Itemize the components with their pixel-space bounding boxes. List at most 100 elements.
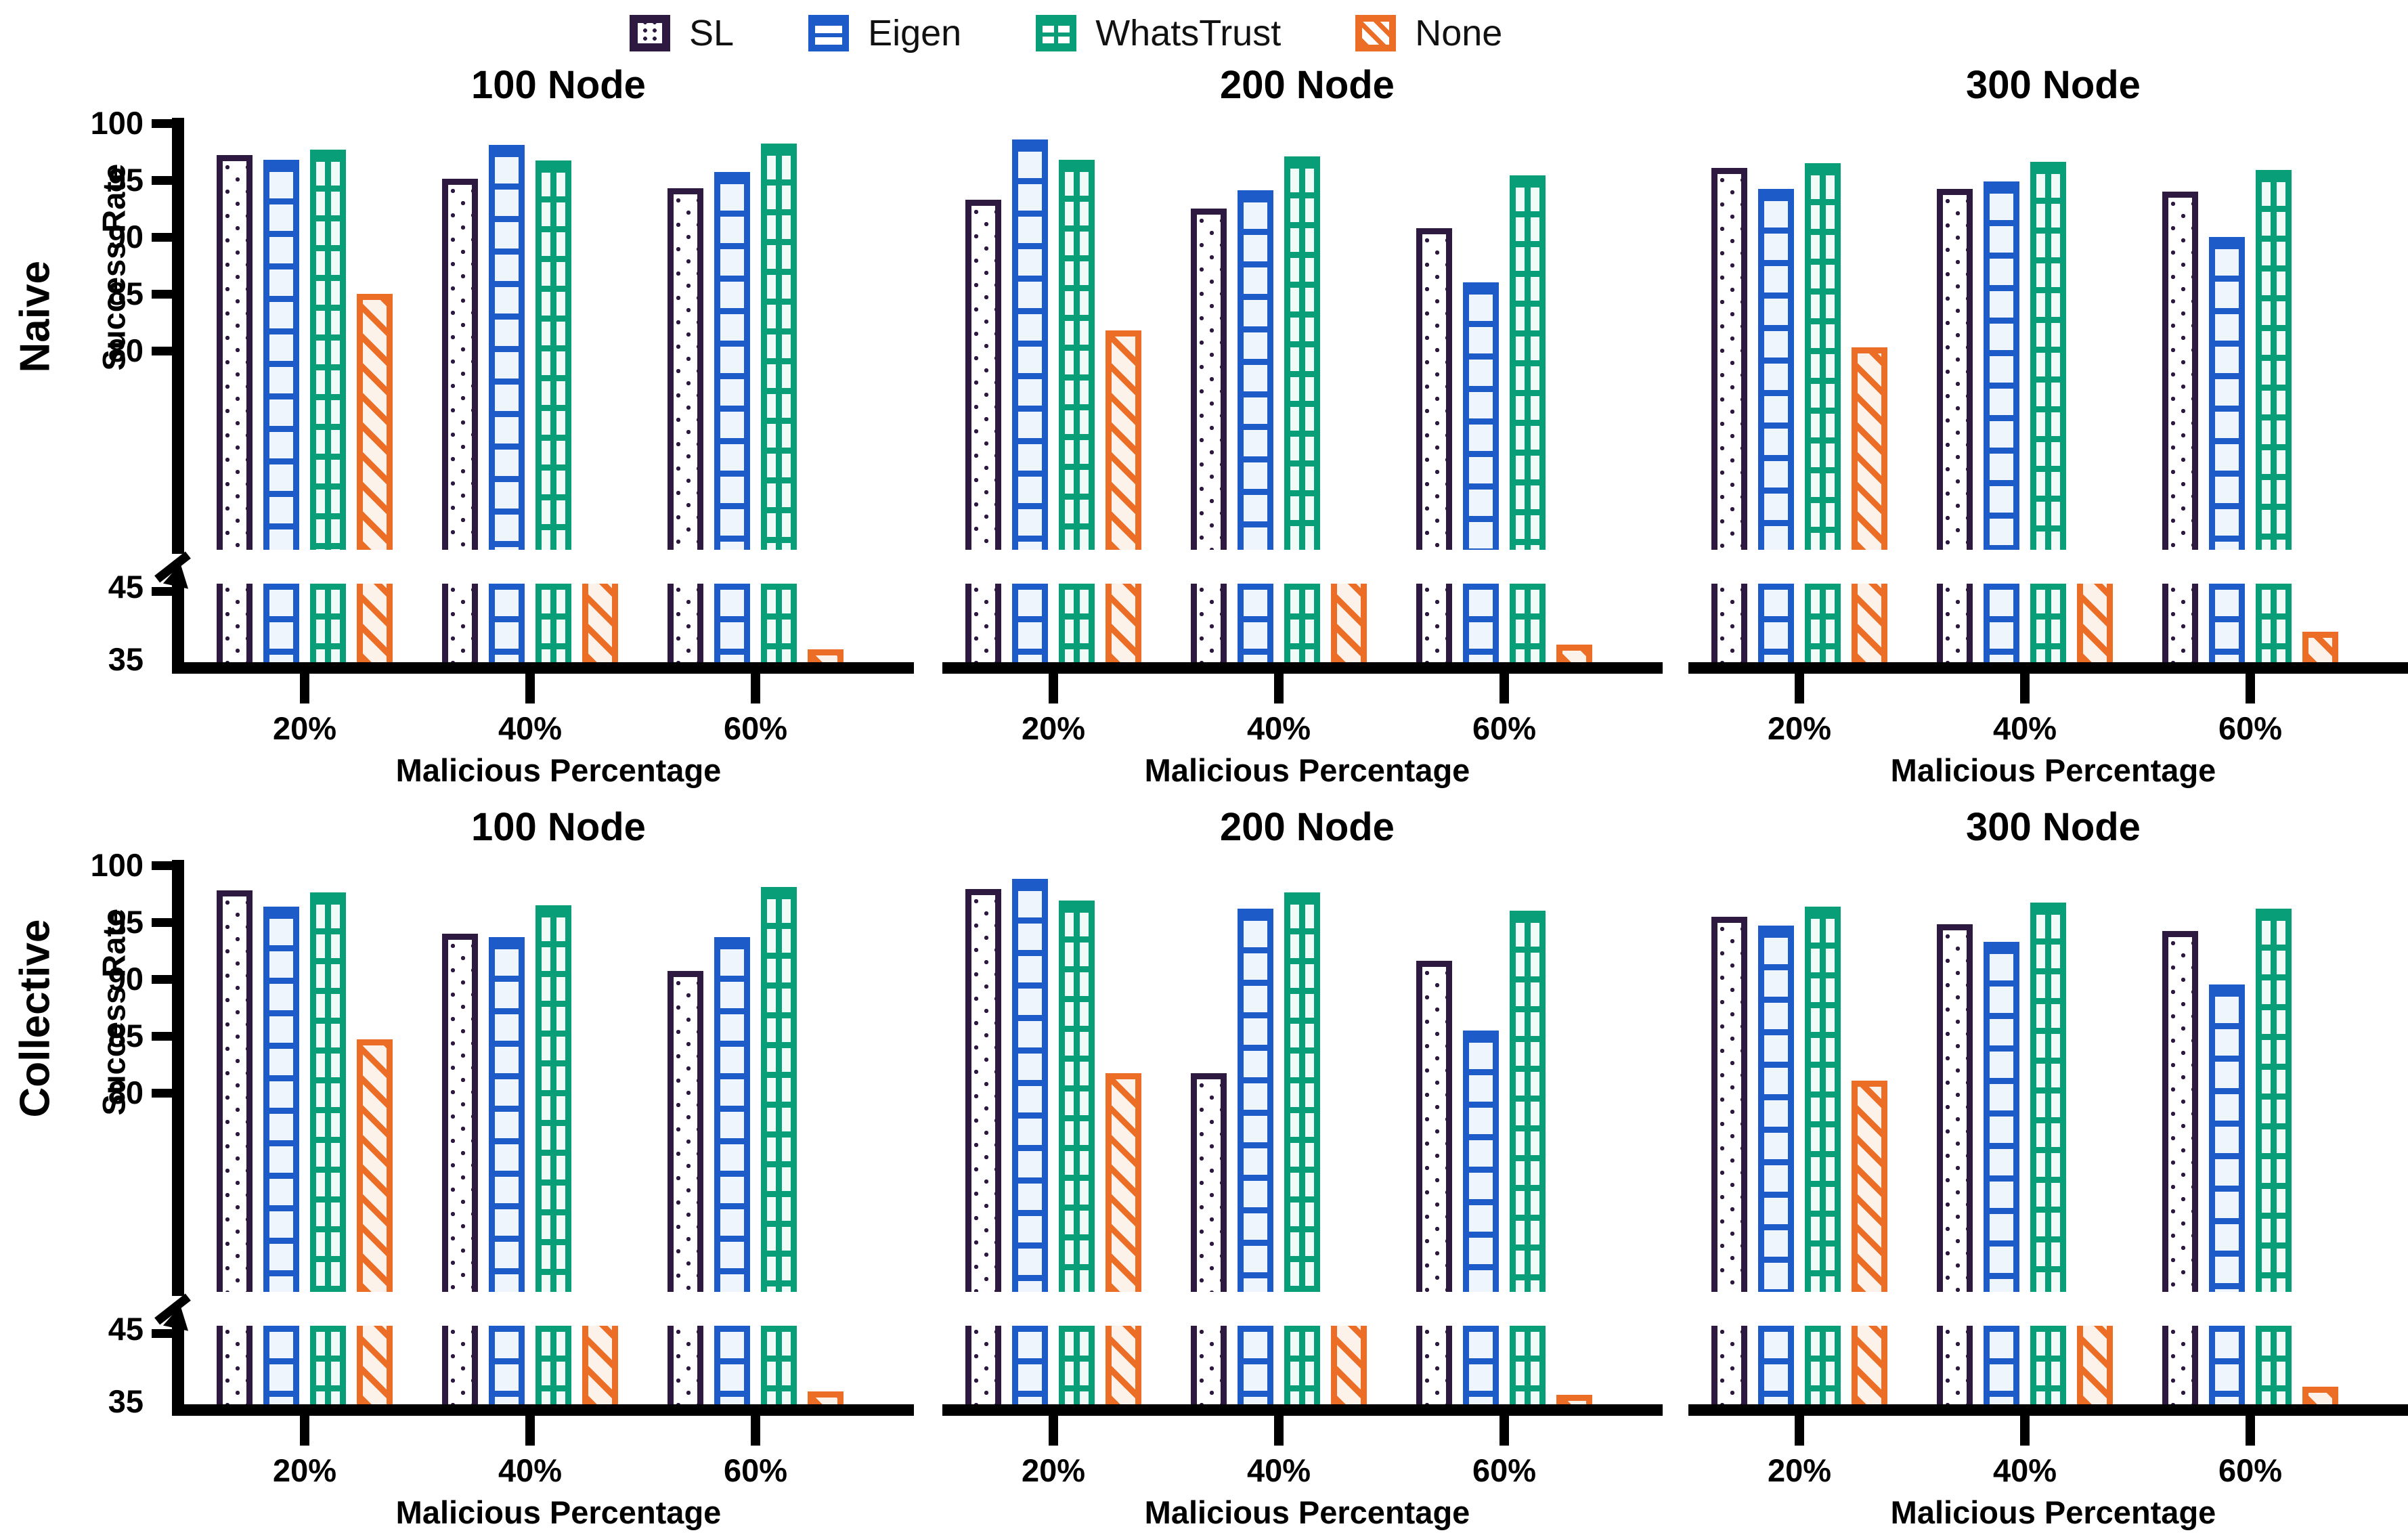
bar-sl-20% [965,199,1001,550]
bar-bottom-eigen-40% [1238,584,1273,662]
bar-sl-60% [2162,191,2198,550]
bar-bottom-sl-60% [667,1326,703,1404]
bar-none-20% [357,294,393,550]
bar-sl-20% [965,889,1001,1292]
bottom-panel [1698,1326,2408,1404]
eigen-pattern-swatch-icon [808,15,850,51]
bottom-panel: 45 35 [108,1303,914,1419]
top-panel [952,865,1663,1292]
bar-bottom-sl-40% [1191,584,1227,662]
y-tick-label: 85 [108,276,144,311]
x-tick-label: 60% [723,710,788,746]
bar-bottom-none-40% [582,584,618,662]
bar-eigen-60% [1463,282,1499,550]
legend: SL Eigen WhatsTrust None [630,12,1502,54]
bar-bottom-sl-20% [217,584,253,662]
x-tick-label: 40% [1992,710,2057,746]
bar-bottom-eigen-60% [2209,584,2245,662]
bar-sl-60% [1416,228,1452,550]
y-tick [152,233,173,242]
bar-bottom-none-60% [1556,1395,1592,1404]
bar-eigen-40% [1984,181,2019,550]
y-tick-label: 80 [108,1075,144,1110]
bar-sl-40% [1937,924,1973,1292]
bottom-panel [952,1326,1663,1404]
bar-bottom-wt-40% [535,1326,571,1404]
bottom-panel: 45 35 [108,561,914,677]
legend-label-none: None [1415,13,1503,53]
subplot-title: 100 Node [471,63,646,107]
bar-eigen-40% [1238,190,1273,550]
bar-sl-60% [2162,931,2198,1292]
bar-wt-60% [2256,169,2292,550]
y-axis-spine [172,860,184,1296]
sl-pattern-swatch-icon [630,15,670,51]
bar-bottom-sl-60% [667,584,703,662]
bar-bottom-wt-40% [2030,584,2066,662]
bar-bottom-none-40% [2077,1326,2113,1404]
bar-wt-20% [1805,163,1841,550]
x-tick-label: 20% [1021,1452,1086,1488]
x-tick [2020,1416,2030,1446]
bar-wt-20% [1805,906,1841,1292]
bar-bottom-wt-60% [2256,1326,2292,1404]
x-axis-label: Malicious Percentage [395,752,722,788]
bar-eigen-20% [1758,189,1794,550]
x-tick-label: 40% [498,710,563,746]
bar-none-20% [1852,347,1887,550]
y-tick [152,119,173,128]
x-axis-baseline [172,662,914,674]
top-panel: 100 95 90 85 80 [91,105,914,583]
bar-wt-40% [1284,892,1320,1292]
bar-eigen-60% [2209,237,2245,550]
none-pattern-swatch-icon [1355,15,1397,51]
axis-break-arrow-icon [162,561,194,589]
y-tick-label: 85 [108,1018,144,1054]
bar-wt-20% [1059,159,1095,550]
bar-none-20% [1106,1073,1141,1292]
bar-bottom-sl-20% [965,1326,1001,1404]
bar-bottom-none-40% [582,1326,618,1404]
x-axis-baseline [942,662,1663,674]
bar-bottom-eigen-20% [263,584,299,662]
y-tick [152,918,173,927]
bar-bottom-wt-60% [2256,584,2292,662]
top-panel [1698,123,2408,550]
bar-bottom-eigen-40% [489,1326,525,1404]
bar-sl-20% [217,890,253,1292]
bar-bottom-none-20% [1106,584,1141,662]
whatstrust-pattern-swatch-icon [1036,15,1077,51]
y-tick [152,586,173,596]
bar-bottom-eigen-20% [263,1326,299,1404]
x-tick [2020,674,2030,703]
y-tick-label: 100 [90,847,144,883]
bar-bottom-none-40% [1331,584,1367,662]
x-tick [1049,1416,1058,1446]
bar-bottom-none-20% [357,584,393,662]
bar-bottom-wt-20% [1059,1326,1095,1404]
x-axis-baseline [1688,662,2408,674]
y-tick [152,1032,173,1041]
row-label-naive: Naive [12,261,59,373]
bar-bottom-eigen-40% [1238,1326,1273,1404]
bar-eigen-40% [489,936,525,1292]
bar-sl-40% [1191,1073,1227,1292]
bar-wt-60% [1510,175,1546,550]
bar-eigen-20% [263,159,299,550]
x-tick-label: 40% [1992,1452,2057,1488]
axis-break-arrow-icon [162,1303,194,1331]
x-axis-label: Malicious Percentage [1144,1494,1470,1530]
row-label-collective: Collective [12,919,59,1118]
y-tick-label: 100 [90,105,144,141]
bar-bottom-eigen-20% [1012,584,1048,662]
bar-eigen-60% [1463,1030,1499,1292]
top-panel: 100 95 90 85 80 [91,847,914,1325]
legend-label-whatstrust: WhatsTrust [1095,13,1282,53]
bar-bottom-sl-20% [217,1326,253,1404]
bar-bottom-wt-60% [761,1326,797,1404]
y-tick-label: 35 [108,1383,144,1419]
x-tick-label: 60% [2218,710,2283,746]
x-tick [1499,1416,1509,1446]
x-axis-label: Malicious Percentage [395,1494,722,1530]
bar-bottom-wt-40% [1284,584,1320,662]
